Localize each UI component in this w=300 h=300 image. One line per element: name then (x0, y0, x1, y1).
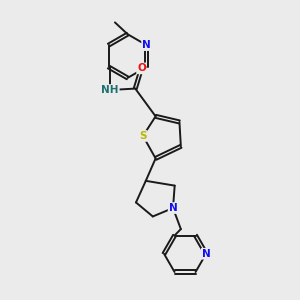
Text: N: N (142, 40, 151, 50)
Text: S: S (139, 131, 147, 141)
Text: O: O (137, 63, 146, 74)
Text: NH: NH (101, 85, 119, 95)
Text: N: N (169, 203, 177, 213)
Text: N: N (202, 249, 211, 259)
